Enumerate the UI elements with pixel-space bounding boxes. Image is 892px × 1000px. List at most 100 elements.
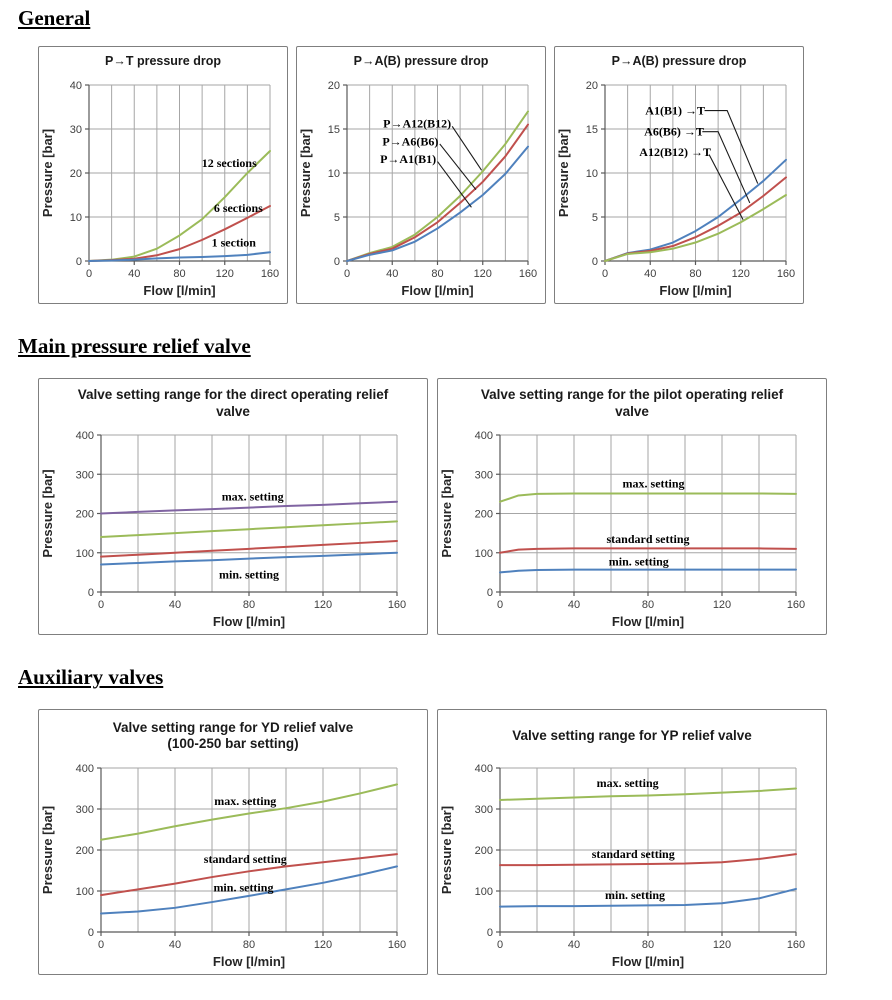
x-tick-label: 80 [642,599,654,611]
series-p-a12-b12- [346,110,529,263]
curve-label: max. setting [597,776,659,790]
y-tick-label: 0 [487,927,493,939]
x-axis-title: Flow [l/min] [401,283,473,298]
leader-line [437,161,472,208]
y-tick-label: 5 [592,212,598,224]
pab-pressure-drop-plot: 0 40 80 120 160 0 5 10 15 20 Flow [l/min] Pressure … [298,80,537,298]
y-tick-label: 300 [475,470,493,482]
y-tick-label: 15 [586,124,598,136]
chart-card-pilot-relief-valve: Valve setting range for the pilot operat… [437,378,827,636]
series-min-setting [100,865,398,915]
x-axis-title: Flow [l/min] [213,614,285,629]
series-a12-b12-t [604,194,787,263]
series-1-section [88,251,271,263]
x-tick-label: 0 [497,939,503,951]
x-tick-label: 160 [388,599,406,611]
chart-title: Valve setting range for YP relief valve [512,727,752,743]
x-tick-label: 120 [713,939,731,951]
y-tick-label: 200 [475,509,493,521]
series-min-setting [100,552,398,566]
y-tick-label: 10 [586,168,598,180]
x-tick-label: 80 [642,939,654,951]
y-axis-title: Pressure [bar] [439,470,454,558]
x-tick-label: 120 [732,268,750,280]
series-max-setting [100,783,398,842]
y-tick-label: 200 [475,845,493,857]
curve-label: standard setting [592,848,675,862]
y-tick-label: 0 [88,927,94,939]
chart-title: P→A(B) pressure drop [353,54,489,69]
curve-label: min. setting [605,889,665,903]
chart-card-yd-relief-valve: Valve setting range for YD relief valve … [38,709,428,976]
curve-label: standard setting [204,852,287,866]
series-max-setting [100,501,398,515]
series-min-setting [499,888,797,909]
y-tick-label: 0 [592,256,598,268]
curve-label: P→A1(B1) [380,152,436,166]
section-heading-main-relief-valve: Main pressure relief valve [18,334,251,359]
y-tick-label: 200 [76,509,94,521]
curve-label: min. setting [219,568,279,582]
series-standard-setting [499,547,797,555]
x-tick-label: 160 [519,268,537,280]
y-tick-label: 40 [70,80,82,92]
y-axis-title: Pressure [bar] [40,806,55,894]
series-p-a1-b1- [346,145,529,263]
y-tick-label: 10 [328,168,340,180]
series-standard-setting [100,853,398,897]
x-tick-label: 160 [777,268,795,280]
x-tick-label: 120 [314,599,332,611]
x-tick-label: 120 [314,939,332,951]
curve-label: 1 section [212,236,257,250]
x-tick-label: 160 [787,939,805,951]
x-axis-title: Flow [l/min] [612,614,684,629]
series-standard-setting [499,853,797,867]
x-tick-label: 40 [386,268,398,280]
chart-card-abt-pressure-drop: P→A(B) pressure drop 0 40 80 120 160 0 5 10 15 20… [554,46,804,305]
main-relief-chart-row: Valve setting range for the direct opera… [38,378,892,636]
x-tick-label: 0 [344,268,350,280]
leader-line [439,143,477,191]
general-chart-row: P→T pressure drop 0 40 80 120 160 0 10 20 30 40 Fl… [38,46,892,305]
chart-title: Valve setting range for the pilot operat… [480,387,784,420]
x-tick-label: 40 [169,939,181,951]
x-axis-title: Flow [l/min] [659,283,731,298]
series-min-setting [499,568,797,574]
y-tick-label: 0 [88,587,94,599]
y-tick-label: 0 [487,587,493,599]
chart-card-pab-pressure-drop: P→A(B) pressure drop 0 40 80 120 160 0 5 10 15 20… [296,46,546,305]
y-tick-label: 10 [70,212,82,224]
x-tick-label: 0 [98,599,104,611]
leader-line [451,126,483,171]
section-heading-general: General [18,6,91,30]
chart-title: Valve setting range for YD relief valve [112,719,354,735]
x-tick-label: 40 [568,599,580,611]
curve-label: 12 sections [202,156,257,170]
y-tick-label: 400 [475,430,493,442]
y-tick-label: 5 [334,212,340,224]
series-lower-red [100,540,398,558]
chart-card-direct-relief-valve: Valve setting range for the direct opera… [38,378,428,636]
curve-label: max. setting [222,490,284,504]
curve-label: A1(B1) →T [645,104,705,118]
series-max-setting [499,492,797,504]
y-tick-label: 20 [328,80,340,92]
x-tick-label: 40 [169,599,181,611]
y-tick-label: 400 [76,763,94,775]
y-tick-label: 20 [586,80,598,92]
chart-title: P→T pressure drop [105,54,221,69]
x-tick-label: 40 [568,939,580,951]
y-tick-label: 100 [76,886,94,898]
x-tick-label: 0 [98,939,104,951]
series-max-setting [499,787,797,802]
x-tick-label: 0 [497,599,503,611]
curve-label: min. setting [609,555,669,569]
y-tick-label: 0 [76,256,82,268]
y-tick-label: 15 [328,124,340,136]
curve-label: min. setting [213,881,273,895]
series-12-sections [88,150,271,263]
curve-label: max. setting [623,477,685,491]
document-page: General P→T pressure drop 0 40 80 120 160 0 10… [18,6,892,976]
chart-title: Valve setting range for the direct opera… [77,387,389,420]
y-axis-title: Pressure [bar] [556,129,571,217]
